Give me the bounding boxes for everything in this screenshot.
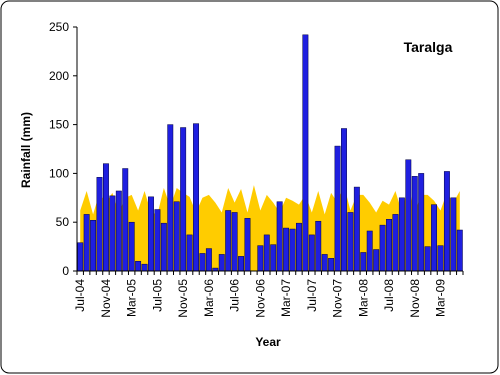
- bar: [386, 219, 392, 272]
- y-tick-label: 150: [49, 118, 69, 132]
- bar: [405, 159, 412, 272]
- bar: [257, 245, 264, 272]
- x-axis-title: Year: [255, 335, 281, 349]
- bar: [128, 221, 135, 272]
- bar: [379, 224, 386, 272]
- bar: [231, 212, 238, 272]
- chart-title: Taralga: [404, 39, 453, 55]
- x-tick-label: Jul-06: [228, 279, 242, 312]
- bar: [199, 253, 206, 272]
- bar: [418, 173, 425, 272]
- bar: [160, 222, 167, 272]
- bar: [141, 263, 148, 272]
- bar: [154, 209, 161, 272]
- y-tick-label: 200: [49, 69, 69, 83]
- bar: [308, 234, 315, 272]
- bar: [366, 230, 373, 272]
- bar: [456, 229, 463, 272]
- bar: [77, 242, 84, 272]
- bar: [186, 234, 193, 272]
- x-tick-label: Mar-09: [433, 279, 447, 317]
- x-tick-label: Mar-06: [202, 279, 216, 317]
- bar: [205, 248, 212, 272]
- bar: [373, 249, 380, 272]
- bar: [109, 195, 116, 272]
- bar: [437, 245, 444, 272]
- x-tick-label: Nov-05: [176, 279, 190, 318]
- x-tick-label: Jul-04: [73, 279, 87, 312]
- bar: [347, 212, 354, 272]
- bar: [443, 171, 450, 272]
- bar: [295, 222, 302, 272]
- bar: [90, 219, 97, 272]
- y-tick-label: 0: [62, 264, 69, 278]
- bar: [263, 234, 270, 272]
- bar: [225, 210, 232, 272]
- y-tick-label: 100: [49, 166, 69, 180]
- x-tick-label: Nov-08: [408, 279, 422, 318]
- x-tick-label: Nov-07: [331, 279, 345, 318]
- bar: [431, 204, 438, 272]
- bar: [238, 256, 245, 272]
- bar: [270, 244, 277, 272]
- x-tick-label: Jul-08: [382, 279, 396, 312]
- x-tick-label: Jul-05: [150, 279, 164, 312]
- bar: [321, 254, 328, 272]
- bar: [424, 246, 431, 272]
- bar: [411, 176, 418, 272]
- y-tick-label: 50: [56, 215, 70, 229]
- y-tick-label: 250: [49, 20, 69, 34]
- x-tick-label: Mar-08: [356, 279, 370, 317]
- plot-area: 0 50 100 150 200 250 Jul-04 Nov-04 Mar-05 Jul-05 N…: [49, 20, 464, 318]
- bar: [167, 124, 174, 272]
- bar: [334, 145, 341, 272]
- bar: [398, 197, 405, 272]
- x-tick-label: Jul-07: [305, 279, 319, 312]
- bar: [135, 260, 142, 272]
- bar: [328, 258, 335, 272]
- bar: [102, 163, 109, 272]
- x-tick-label: Mar-07: [279, 279, 293, 317]
- bar: [83, 214, 90, 272]
- bar: [302, 34, 309, 272]
- bar: [315, 220, 322, 272]
- x-tick-label: Nov-06: [253, 279, 267, 318]
- bar: [289, 228, 296, 272]
- x-tick-label: Nov-04: [99, 279, 113, 318]
- bar: [392, 214, 399, 272]
- x-tick-label: Mar-05: [125, 279, 139, 317]
- bar: [115, 190, 122, 272]
- bar: [353, 186, 360, 272]
- bar: [450, 197, 457, 272]
- bar: [173, 201, 180, 272]
- bar: [193, 123, 199, 272]
- bar: [122, 168, 129, 272]
- bar: [276, 201, 283, 272]
- bar: [244, 218, 251, 272]
- bar: [360, 252, 367, 272]
- bar: [283, 227, 290, 272]
- bar: [341, 128, 347, 272]
- bar: [218, 254, 225, 272]
- bar: [96, 177, 103, 272]
- bar: [148, 196, 154, 272]
- bar: [180, 127, 187, 272]
- y-axis-title: Rainfall (mm): [19, 112, 33, 188]
